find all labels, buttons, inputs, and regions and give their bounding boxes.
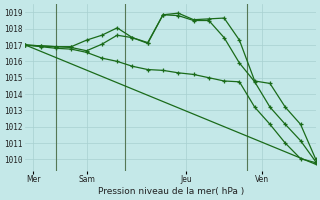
X-axis label: Pression niveau de la mer( hPa ): Pression niveau de la mer( hPa ) <box>98 187 244 196</box>
